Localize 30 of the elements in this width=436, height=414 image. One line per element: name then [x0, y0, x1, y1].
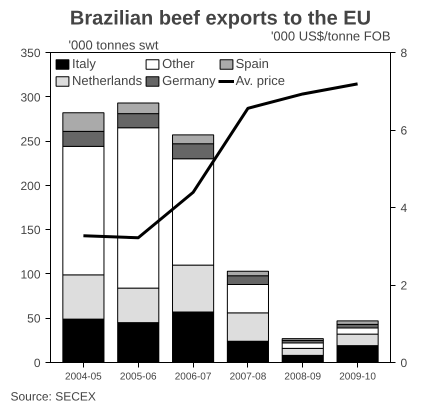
- y2-tick-label: 2: [400, 278, 408, 292]
- chart-title: Brazilian beef exports to the EU: [70, 8, 372, 30]
- legend-label: Spain: [236, 56, 269, 71]
- legend-label: Germany: [162, 73, 216, 88]
- y-tick-label: 250: [20, 134, 41, 149]
- y-tick-label: 50: [27, 312, 41, 326]
- x-tick-label: 2006-07: [174, 372, 212, 382]
- x-tick-label: 2005-06: [120, 372, 158, 382]
- y-tick-label: 100: [20, 267, 41, 282]
- source-note: Source: SECEX: [10, 390, 96, 404]
- bar: [336, 320, 379, 325]
- y-tick-label: 0: [34, 356, 41, 370]
- y-tick-label: 350: [20, 46, 41, 60]
- y-axis-title: '000 tonnes swt: [68, 38, 159, 52]
- y-tick-label: 200: [20, 178, 41, 193]
- y2-tick-label: 6: [400, 124, 408, 138]
- y2-tick-label: 4: [400, 201, 408, 215]
- x-tick-label: 2008-09: [284, 372, 322, 382]
- x-tick-label: 2004-05: [65, 372, 102, 382]
- x-tick-label: 2009-10: [339, 372, 376, 382]
- y-tick-label: 300: [20, 90, 41, 104]
- y2-tick-label: 8: [400, 46, 408, 60]
- y-tick-label: 150: [20, 223, 41, 238]
- legend-label: Netherlands: [72, 73, 142, 88]
- x-tick-label: 2007-08: [230, 372, 267, 382]
- legend-label: Other: [162, 56, 195, 71]
- legend-label: Italy: [72, 56, 96, 71]
- legend-label: Av. price: [236, 73, 285, 88]
- y2-axis-title: '000 US$/tonne FOB: [270, 28, 391, 44]
- y2-tick-label: 0: [400, 356, 408, 370]
